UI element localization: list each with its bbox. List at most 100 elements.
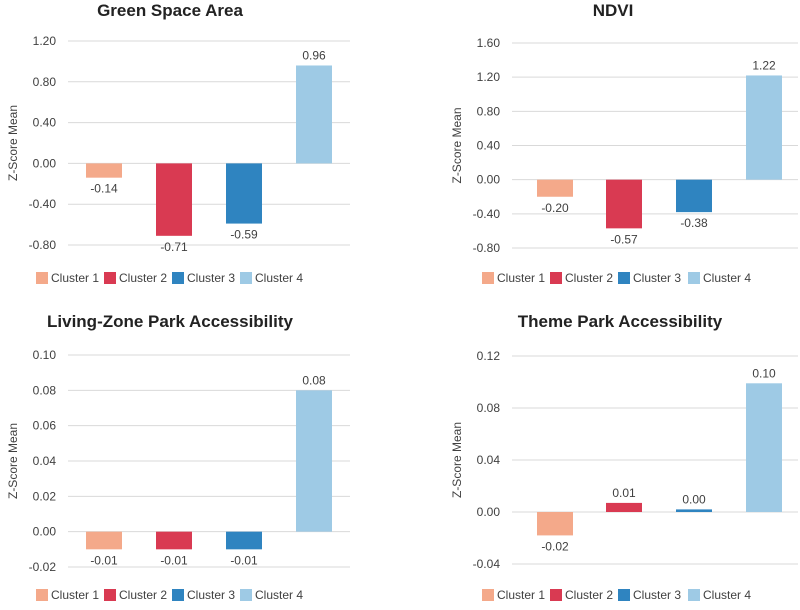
- legend-label: Cluster 3: [187, 588, 235, 602]
- bar-cluster-3: [226, 531, 262, 550]
- data-label: -0.01: [160, 553, 188, 567]
- chart-panel-1: Green Space Area Z-Score Mean -0.80 -0.40 0.…: [6, 1, 350, 285]
- legend-label: Cluster 1: [497, 271, 545, 285]
- y-tick-label: 0.04: [477, 453, 501, 467]
- chart-panel-4: Theme Park Accessibility Z-Score Mean -0.0…: [450, 312, 798, 602]
- legend-swatch: [104, 272, 116, 284]
- legend-swatch: [550, 589, 562, 601]
- legend-label: Cluster 2: [565, 588, 613, 602]
- legend-swatch: [172, 589, 184, 601]
- y-tick-label: 0.80: [477, 104, 501, 118]
- legend-label: Cluster 4: [703, 271, 751, 285]
- chart-title: Green Space Area: [97, 1, 243, 20]
- legend-label: Cluster 4: [703, 588, 751, 602]
- data-label: -0.01: [90, 553, 118, 567]
- legend-label: Cluster 4: [255, 271, 303, 285]
- bar-cluster-4: [296, 65, 332, 164]
- data-label: -0.57: [610, 232, 638, 246]
- legend-swatch: [688, 589, 700, 601]
- data-label: 0.10: [752, 366, 776, 380]
- chart-title: Living-Zone Park Accessibility: [47, 312, 293, 331]
- data-label: -0.14: [90, 182, 118, 196]
- legend-swatch: [482, 272, 494, 284]
- bar-cluster-1: [537, 179, 573, 197]
- legend-label: Cluster 4: [255, 588, 303, 602]
- legend-swatch: [36, 589, 48, 601]
- y-tick-label: -0.02: [29, 560, 57, 574]
- legend-label: Cluster 3: [633, 588, 681, 602]
- legend-label: Cluster 1: [51, 271, 99, 285]
- bar-cluster-3: [226, 163, 262, 224]
- bar-cluster-4: [296, 390, 332, 532]
- data-label: 0.08: [302, 373, 326, 387]
- bar-cluster-4: [746, 75, 782, 180]
- legend-label: Cluster 1: [51, 588, 99, 602]
- y-tick-label: -0.80: [29, 238, 57, 252]
- y-tick-label: 0.06: [33, 419, 57, 433]
- y-tick-label: -0.04: [473, 557, 501, 571]
- y-axis-label: Z-Score Mean: [6, 105, 20, 181]
- y-tick-label: 0.08: [33, 383, 57, 397]
- chart-panel-3: Living-Zone Park Accessibility Z-Score Me…: [6, 312, 350, 602]
- data-label: -0.59: [230, 228, 258, 242]
- data-label: 0.96: [302, 48, 326, 62]
- y-tick-label: 0.00: [33, 525, 57, 539]
- legend-swatch: [240, 589, 252, 601]
- bar-cluster-2: [156, 531, 192, 550]
- bar-cluster-3: [676, 509, 712, 512]
- y-tick-label: 1.20: [33, 34, 57, 48]
- legend-label: Cluster 2: [565, 271, 613, 285]
- legend-label: Cluster 3: [633, 271, 681, 285]
- data-label: -0.01: [230, 553, 258, 567]
- bar-cluster-2: [606, 502, 642, 512]
- y-tick-label: 0.08: [477, 401, 501, 415]
- legend-swatch: [482, 589, 494, 601]
- legend-label: Cluster 2: [119, 271, 167, 285]
- legend-label: Cluster 3: [187, 271, 235, 285]
- legend-swatch: [688, 272, 700, 284]
- y-tick-label: 0.80: [33, 75, 57, 89]
- y-tick-label: -0.40: [29, 197, 57, 211]
- legend-label: Cluster 1: [497, 588, 545, 602]
- data-label: 0.01: [612, 486, 636, 500]
- y-tick-label: 0.10: [33, 348, 57, 362]
- y-tick-label: 0.02: [33, 489, 57, 503]
- y-tick-label: 1.20: [477, 70, 501, 84]
- y-axis-label: Z-Score Mean: [450, 107, 464, 183]
- legend-swatch: [618, 272, 630, 284]
- legend-swatch: [172, 272, 184, 284]
- data-label: -0.20: [541, 201, 569, 215]
- data-label: 1.22: [752, 58, 776, 72]
- bar-cluster-4: [746, 383, 782, 512]
- chart-title: Theme Park Accessibility: [518, 312, 723, 331]
- y-tick-label: -0.40: [473, 207, 501, 221]
- bar-cluster-1: [86, 531, 122, 550]
- y-tick-label: 0.00: [477, 505, 501, 519]
- legend-swatch: [104, 589, 116, 601]
- y-tick-label: -0.80: [473, 241, 501, 255]
- y-axis-label: Z-Score Mean: [450, 422, 464, 498]
- legend-swatch: [36, 272, 48, 284]
- data-label: -0.02: [541, 539, 569, 553]
- chart-panel-2: NDVI Z-Score Mean -0.80 -0.40 0.00 0.40 0.80 1.…: [450, 1, 798, 285]
- y-tick-label: 0.00: [33, 156, 57, 170]
- bar-cluster-2: [606, 179, 642, 229]
- y-axis-label: Z-Score Mean: [6, 423, 20, 499]
- data-label: 0.00: [682, 492, 706, 506]
- legend-swatch: [618, 589, 630, 601]
- bar-cluster-1: [537, 512, 573, 536]
- y-tick-label: 1.60: [477, 36, 501, 50]
- y-tick-label: 0.40: [477, 139, 501, 153]
- legend-label: Cluster 2: [119, 588, 167, 602]
- y-tick-label: 0.00: [477, 173, 501, 187]
- legend-swatch: [240, 272, 252, 284]
- y-tick-label: 0.04: [33, 454, 57, 468]
- y-tick-label: 0.12: [477, 349, 501, 363]
- data-label: -0.71: [160, 240, 188, 254]
- chart-title: NDVI: [593, 1, 634, 20]
- y-tick-label: 0.40: [33, 116, 57, 130]
- bar-cluster-1: [86, 163, 122, 178]
- data-label: -0.38: [680, 216, 708, 230]
